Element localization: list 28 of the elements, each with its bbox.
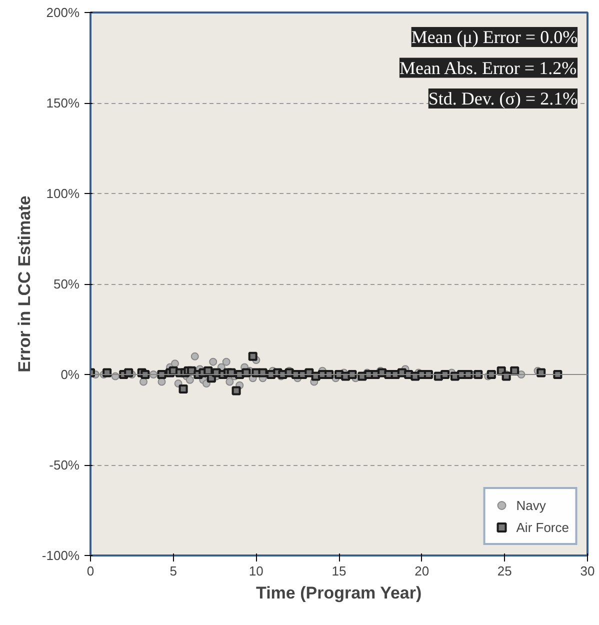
x-tick-label: 10: [248, 564, 264, 578]
x-tick-label: 20: [414, 564, 430, 578]
y-tick-label: 0%: [60, 367, 80, 382]
y-tick-label: 150%: [46, 96, 80, 110]
point: [222, 358, 230, 366]
annotation: Std. Dev. (σ) = 2.1%: [428, 88, 578, 109]
y-tick-label: 200%: [46, 5, 80, 20]
x-tick-label: 15: [332, 564, 346, 578]
point: [190, 352, 199, 360]
x-tick-label: 30: [580, 564, 595, 578]
y-tick-label: 100%: [46, 186, 80, 201]
point: [186, 376, 194, 384]
y-axis-title: Error in LCC Estimate: [14, 196, 34, 372]
point: [140, 378, 148, 386]
legend-label: Air Force: [516, 520, 569, 534]
y-tick-label: 50%: [53, 276, 80, 292]
annotation: Mean Abs. Error = 1.2%: [399, 58, 577, 78]
legend-label: Navy: [516, 498, 546, 512]
x-tick-label: 5: [170, 564, 177, 578]
point: [209, 358, 218, 366]
annotation: Mean (μ) Error = 0.0%: [411, 26, 578, 47]
point: [170, 360, 179, 368]
x-tick-label: 25: [497, 564, 512, 578]
y-tick-label: -50%: [49, 458, 80, 472]
x-tick-label: 0: [86, 564, 94, 578]
point: [226, 378, 234, 386]
y-tick-label: -100%: [42, 548, 80, 563]
x-axis-title: Time (Program Year): [256, 584, 422, 602]
